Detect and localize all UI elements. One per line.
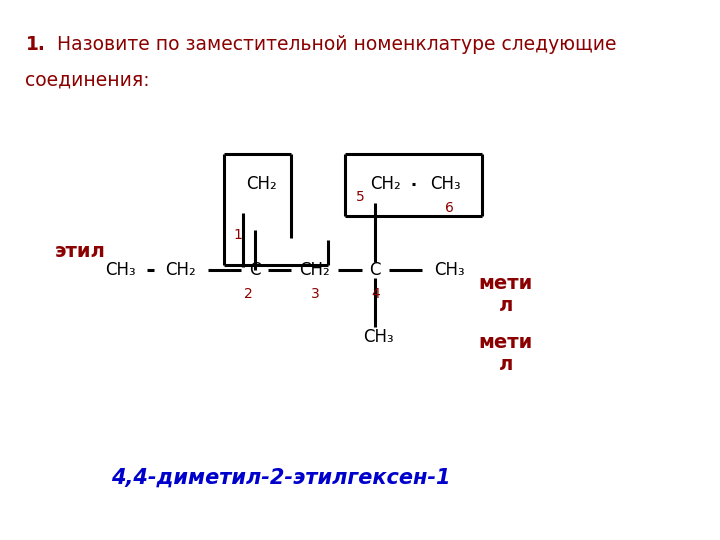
Text: 6: 6 <box>444 201 454 215</box>
Text: C: C <box>369 261 381 279</box>
Text: 2: 2 <box>243 287 252 301</box>
Text: мети
л: мети л <box>479 333 533 374</box>
Text: CH₃: CH₃ <box>431 174 461 193</box>
Text: CH₃: CH₃ <box>433 261 464 279</box>
Text: соединения:: соединения: <box>25 70 150 89</box>
Text: CH₂: CH₂ <box>300 261 330 279</box>
Text: 4,4-диметил-2-этилгексен-1: 4,4-диметил-2-этилгексен-1 <box>111 468 450 488</box>
Text: Назовите по заместительной номенклатуре следующие: Назовите по заместительной номенклатуре … <box>51 35 616 54</box>
Text: C: C <box>249 261 261 279</box>
Text: CH₂: CH₂ <box>166 261 197 279</box>
Text: 1: 1 <box>233 228 243 242</box>
Text: CH₃: CH₃ <box>364 328 394 347</box>
Text: CH₃: CH₃ <box>105 261 136 279</box>
Text: 4: 4 <box>371 287 379 301</box>
Text: 5: 5 <box>356 190 365 204</box>
Text: CH₂: CH₂ <box>370 174 400 193</box>
Text: CH₂: CH₂ <box>246 174 276 193</box>
Text: этил: этил <box>55 241 106 261</box>
Text: 1.: 1. <box>25 35 45 54</box>
Text: мети
л: мети л <box>479 274 533 315</box>
Text: 3: 3 <box>310 287 319 301</box>
